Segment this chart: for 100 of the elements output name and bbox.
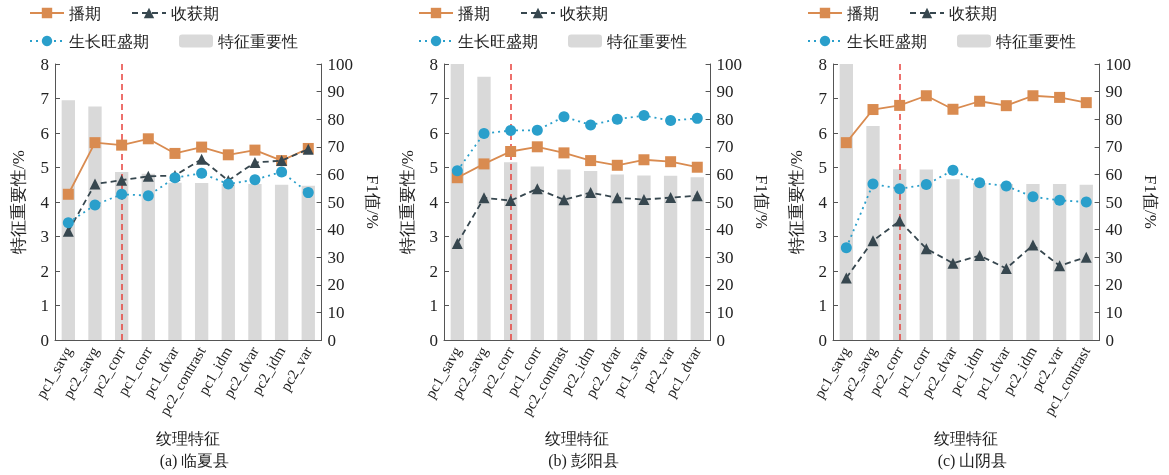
y2-tick-label: 50 <box>327 192 345 212</box>
point <box>894 215 906 227</box>
point <box>116 188 128 200</box>
y-axis-title: 特征重要性/% <box>398 150 417 254</box>
bar <box>221 184 235 340</box>
point <box>867 178 879 190</box>
point <box>974 250 986 262</box>
point <box>611 192 623 204</box>
bar <box>248 184 262 340</box>
point <box>638 110 650 122</box>
point <box>585 155 597 167</box>
y-tick-label: 4 <box>40 192 50 212</box>
point <box>196 167 208 179</box>
point <box>276 166 288 178</box>
y-tick-label: 1 <box>818 296 827 315</box>
y-tick-label: 6 <box>429 123 438 143</box>
y-tick-label: 3 <box>818 227 827 246</box>
legend-label: 特征重要性 <box>218 32 298 50</box>
point <box>222 178 234 190</box>
point <box>302 187 314 199</box>
point <box>505 145 517 157</box>
bar <box>477 76 491 340</box>
bar <box>610 174 624 340</box>
point <box>196 141 208 153</box>
point <box>116 174 128 186</box>
y-tick-label: 2 <box>40 261 49 281</box>
y2-tick-label: 0 <box>716 330 726 350</box>
point <box>89 178 101 190</box>
bar <box>301 185 315 340</box>
point <box>920 179 932 191</box>
point <box>920 90 932 102</box>
bar <box>663 175 678 340</box>
point <box>585 119 597 131</box>
point <box>249 174 261 186</box>
point <box>691 112 703 124</box>
y2-tick-label: 70 <box>1105 137 1123 157</box>
legend-label: 收获期 <box>171 4 219 22</box>
y-axis-title: 特征重要性/% <box>9 150 28 254</box>
y2-axis-title: F1值/% <box>363 175 382 229</box>
bar <box>168 182 182 340</box>
y2-tick-label: 90 <box>1105 82 1123 102</box>
point <box>558 147 570 159</box>
y-tick-label: 8 <box>429 54 438 74</box>
bar <box>919 169 933 340</box>
bar <box>999 184 1013 340</box>
point <box>947 257 959 269</box>
point <box>1027 90 1039 102</box>
bar <box>557 169 571 340</box>
point <box>638 154 650 166</box>
legend-label: 生长旺盛期 <box>69 32 149 50</box>
y2-tick-label: 100 <box>716 54 743 74</box>
y2-tick-label: 80 <box>716 109 734 129</box>
y-tick-label: 7 <box>429 89 439 108</box>
y-tick-label: 1 <box>40 296 49 315</box>
y2-tick-label: 90 <box>716 82 734 102</box>
y-tick-label: 5 <box>40 158 49 177</box>
y-tick-label: 5 <box>429 158 438 177</box>
y-tick-label: 5 <box>818 158 827 177</box>
point <box>558 194 570 206</box>
bar <box>1052 184 1067 340</box>
point <box>974 177 986 189</box>
point <box>478 192 490 204</box>
point <box>249 157 261 169</box>
point <box>974 95 986 107</box>
point <box>840 137 852 149</box>
y-tick-label: 6 <box>818 123 827 143</box>
y-tick-label: 1 <box>429 296 438 315</box>
bar <box>141 173 155 340</box>
bar <box>946 179 960 340</box>
text: (c) 山阴县 <box>937 451 1008 470</box>
bar <box>690 177 704 340</box>
point <box>665 115 677 127</box>
y2-tick-label: 80 <box>327 109 345 129</box>
y2-tick-label: 20 <box>327 275 345 295</box>
y2-tick-label: 30 <box>327 247 345 267</box>
point <box>1027 191 1039 203</box>
point <box>1000 263 1012 275</box>
point <box>478 158 490 170</box>
point <box>531 124 543 136</box>
legend-label: 特征重要性 <box>607 32 687 50</box>
point <box>1000 100 1012 112</box>
bar <box>194 183 209 340</box>
y2-tick-label: 30 <box>716 247 734 267</box>
y-tick-label: 0 <box>429 330 438 350</box>
point <box>1054 91 1066 103</box>
y-tick-label: 4 <box>429 192 439 212</box>
y2-tick-label: 20 <box>716 275 734 295</box>
x-axis-title: 纹理特征 <box>156 429 221 447</box>
y-tick-label: 0 <box>40 330 49 350</box>
x-axis-title: 纹理特征 <box>934 429 999 447</box>
point <box>840 272 852 284</box>
point <box>665 156 677 168</box>
y2-tick-label: 60 <box>327 164 345 184</box>
point <box>142 133 154 145</box>
point <box>505 125 517 137</box>
y2-tick-label: 70 <box>327 137 345 157</box>
y-tick-label: 3 <box>40 227 49 246</box>
point <box>1054 194 1066 206</box>
point <box>531 141 543 153</box>
y2-tick-label: 10 <box>1105 302 1123 322</box>
